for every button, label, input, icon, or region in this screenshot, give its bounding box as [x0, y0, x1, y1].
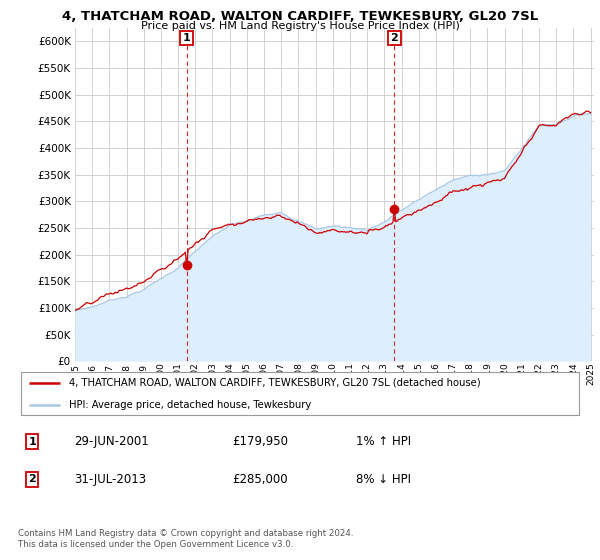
Text: 1: 1	[28, 437, 36, 447]
Text: 2: 2	[28, 474, 36, 484]
Text: £179,950: £179,950	[232, 435, 289, 449]
Text: HPI: Average price, detached house, Tewkesbury: HPI: Average price, detached house, Tewk…	[69, 400, 311, 410]
Text: 4, THATCHAM ROAD, WALTON CARDIFF, TEWKESBURY, GL20 7SL (detached house): 4, THATCHAM ROAD, WALTON CARDIFF, TEWKES…	[69, 378, 481, 388]
Text: 8% ↓ HPI: 8% ↓ HPI	[356, 473, 412, 486]
Text: 4, THATCHAM ROAD, WALTON CARDIFF, TEWKESBURY, GL20 7SL: 4, THATCHAM ROAD, WALTON CARDIFF, TEWKES…	[62, 10, 538, 23]
Text: 1% ↑ HPI: 1% ↑ HPI	[356, 435, 412, 449]
Text: 31-JUL-2013: 31-JUL-2013	[74, 473, 146, 486]
Text: 1: 1	[183, 33, 191, 43]
FancyBboxPatch shape	[21, 371, 579, 416]
Text: £285,000: £285,000	[232, 473, 288, 486]
Text: 2: 2	[391, 33, 398, 43]
Text: 29-JUN-2001: 29-JUN-2001	[74, 435, 149, 449]
Text: Contains HM Land Registry data © Crown copyright and database right 2024.
This d: Contains HM Land Registry data © Crown c…	[18, 529, 353, 549]
Text: Price paid vs. HM Land Registry's House Price Index (HPI): Price paid vs. HM Land Registry's House …	[140, 21, 460, 31]
